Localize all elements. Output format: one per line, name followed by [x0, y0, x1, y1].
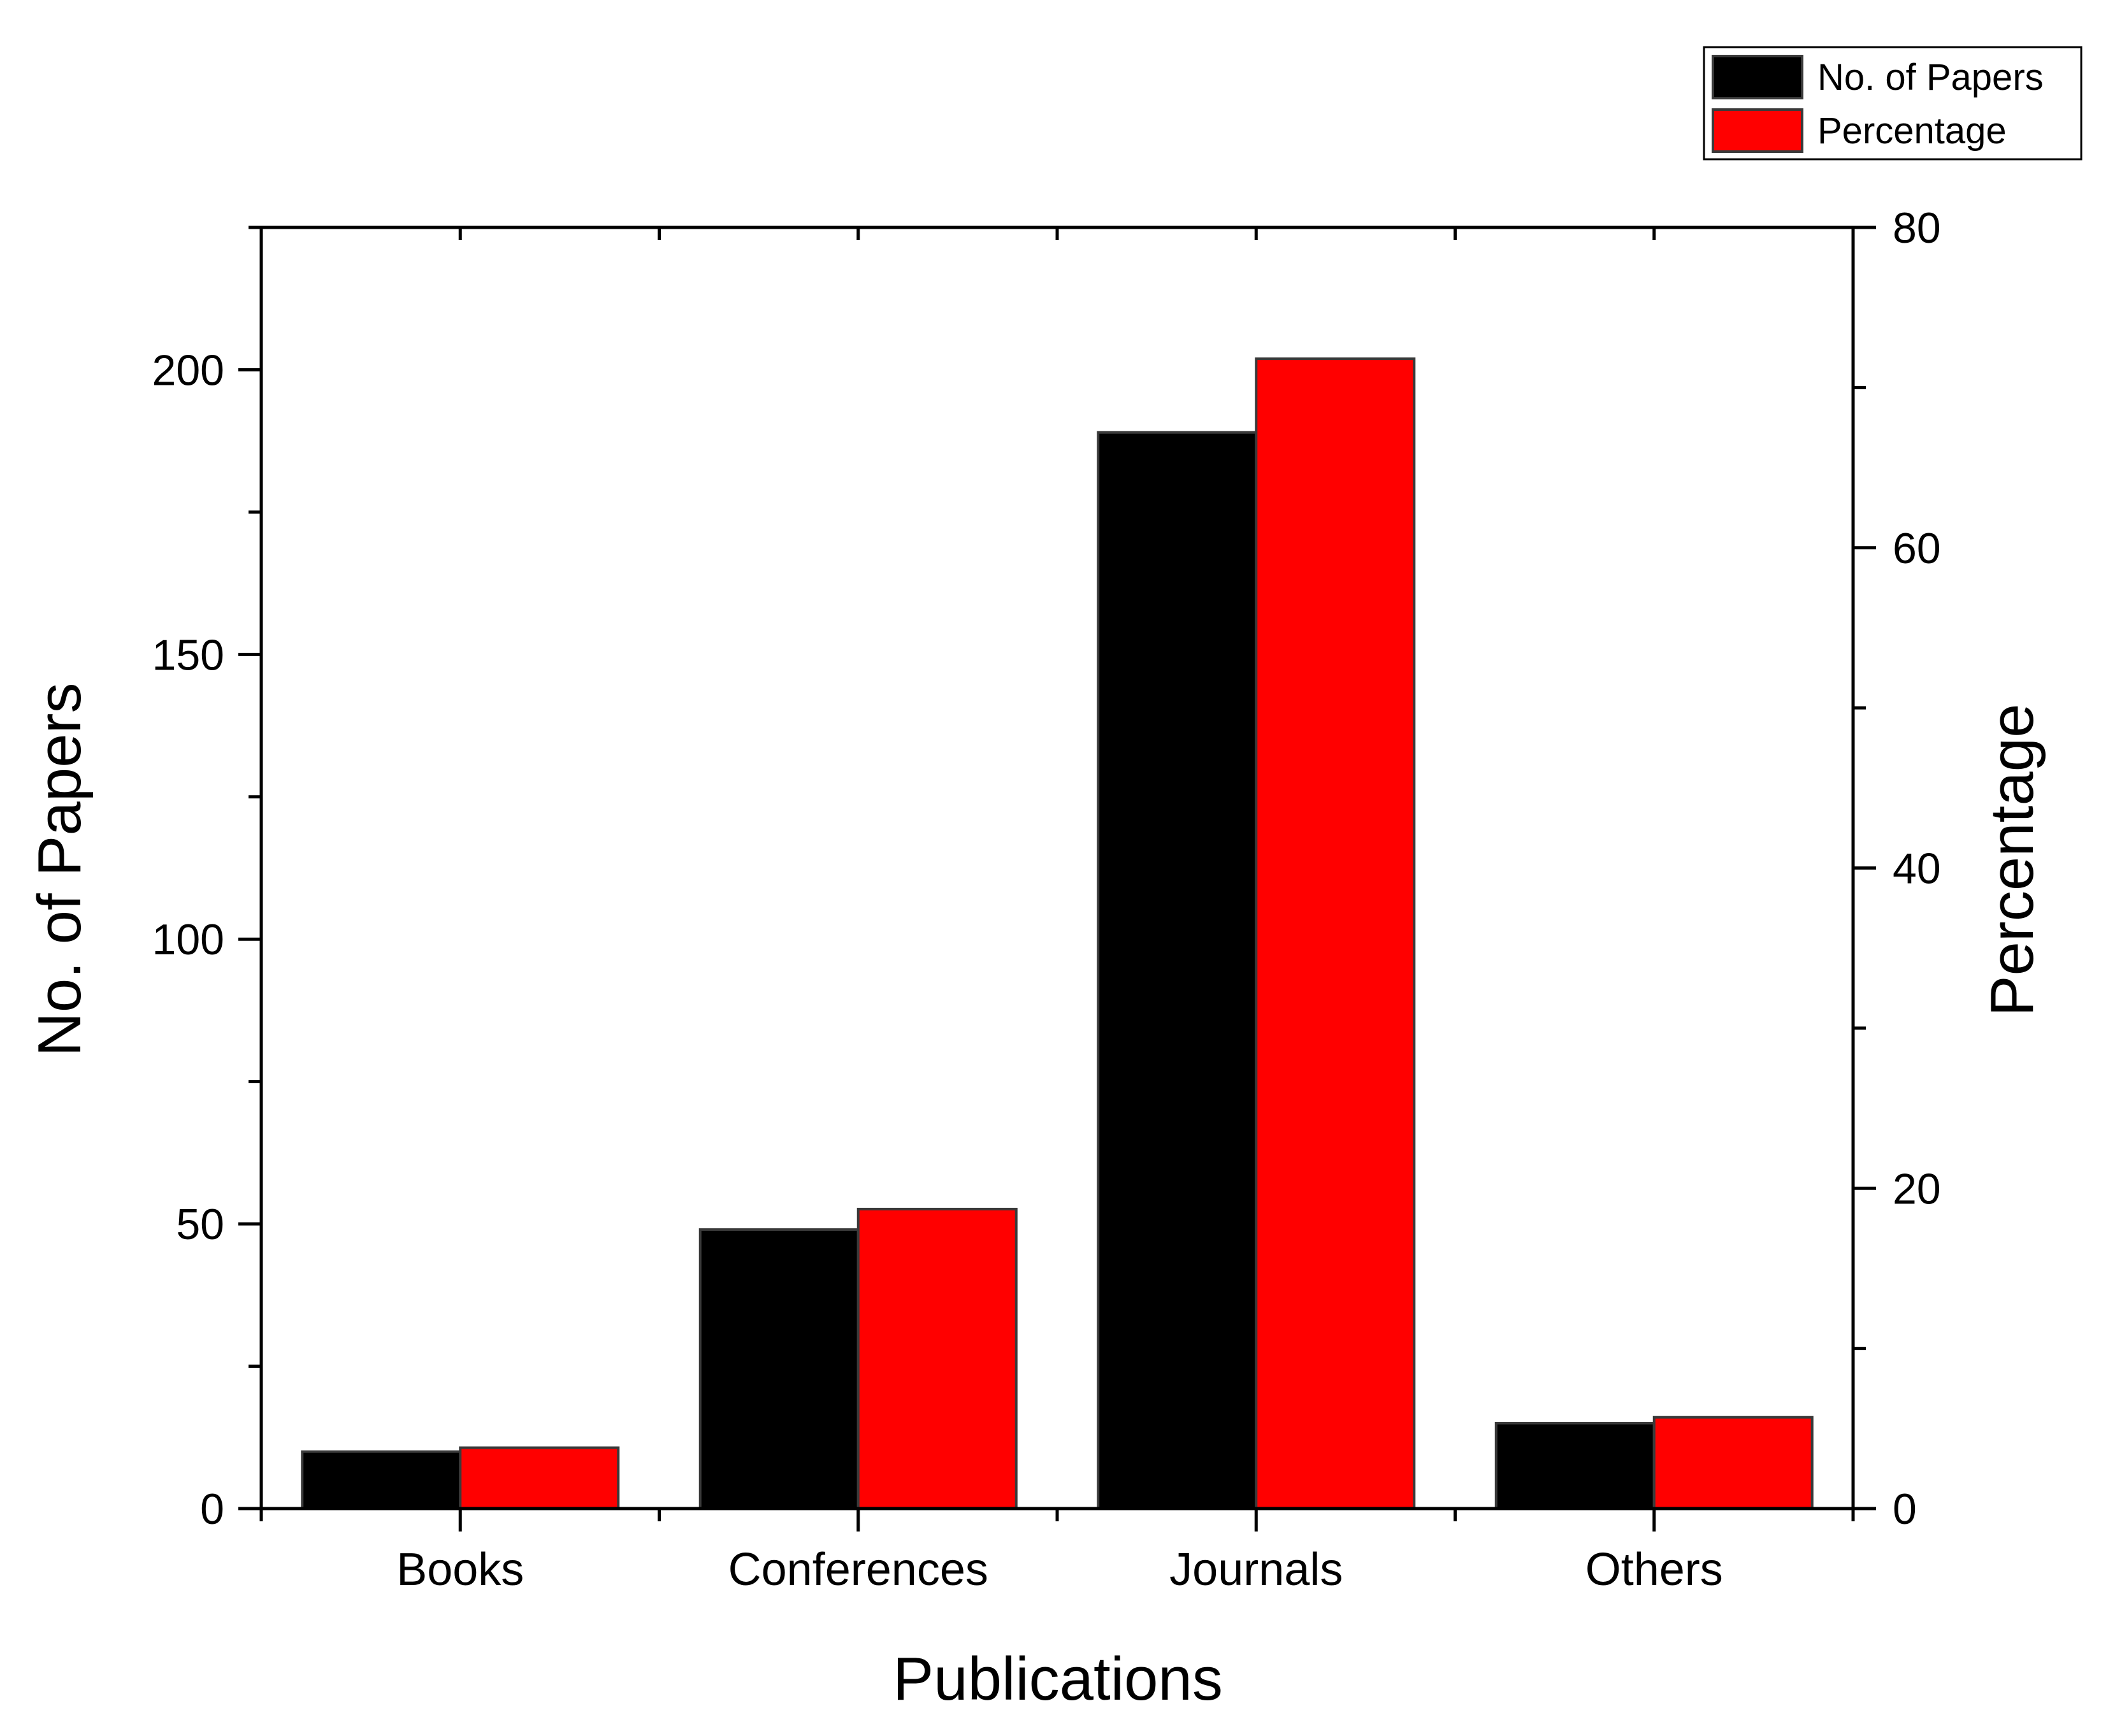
y2-tick-label: 60 — [1893, 524, 1941, 573]
y-tick-label: 100 — [152, 915, 224, 964]
x-axis-title: Publications — [893, 1645, 1223, 1713]
x-tick-label-books: Books — [396, 1544, 524, 1595]
bar-papers-books — [301, 1450, 462, 1510]
y-tick-label: 50 — [176, 1200, 224, 1249]
bar-papers-others — [1494, 1421, 1656, 1510]
legend-swatch-percentage — [1712, 108, 1803, 153]
bar-papers-journals — [1097, 431, 1258, 1510]
y2-axis-title: Percentage — [1978, 703, 2046, 1016]
bars-layer — [301, 357, 1814, 1510]
x-tick-label-others: Others — [1585, 1544, 1723, 1595]
y2-tick-label: 80 — [1893, 204, 1941, 252]
x-tick-label-conferences: Conferences — [728, 1544, 988, 1595]
y2-tick-label: 0 — [1893, 1485, 1917, 1533]
legend: No. of Papers Percentage — [1703, 46, 2083, 161]
axes-layer: 0 50 100 150 200 0 20 40 60 80 Books Conferences Jou… — [152, 204, 1941, 1595]
bar-percentage-journals — [1255, 357, 1416, 1510]
legend-label-papers: No. of Papers — [1817, 57, 2044, 98]
y-tick-label: 150 — [152, 631, 224, 679]
legend-label-percentage: Percentage — [1817, 110, 2007, 152]
bar-papers-conferences — [698, 1228, 860, 1510]
bar-percentage-others — [1652, 1416, 1814, 1510]
y-axis-title: No. of Papers — [25, 683, 94, 1057]
y2-tick-label: 40 — [1893, 845, 1941, 893]
legend-swatch-papers — [1712, 55, 1803, 99]
y-tick-label: 200 — [152, 346, 224, 394]
x-tick-label-journals: Journals — [1169, 1544, 1343, 1595]
bar-percentage-conferences — [856, 1207, 1018, 1510]
bar-percentage-books — [459, 1446, 620, 1510]
y2-tick-label: 20 — [1893, 1165, 1941, 1213]
y-tick-label: 0 — [200, 1485, 224, 1533]
